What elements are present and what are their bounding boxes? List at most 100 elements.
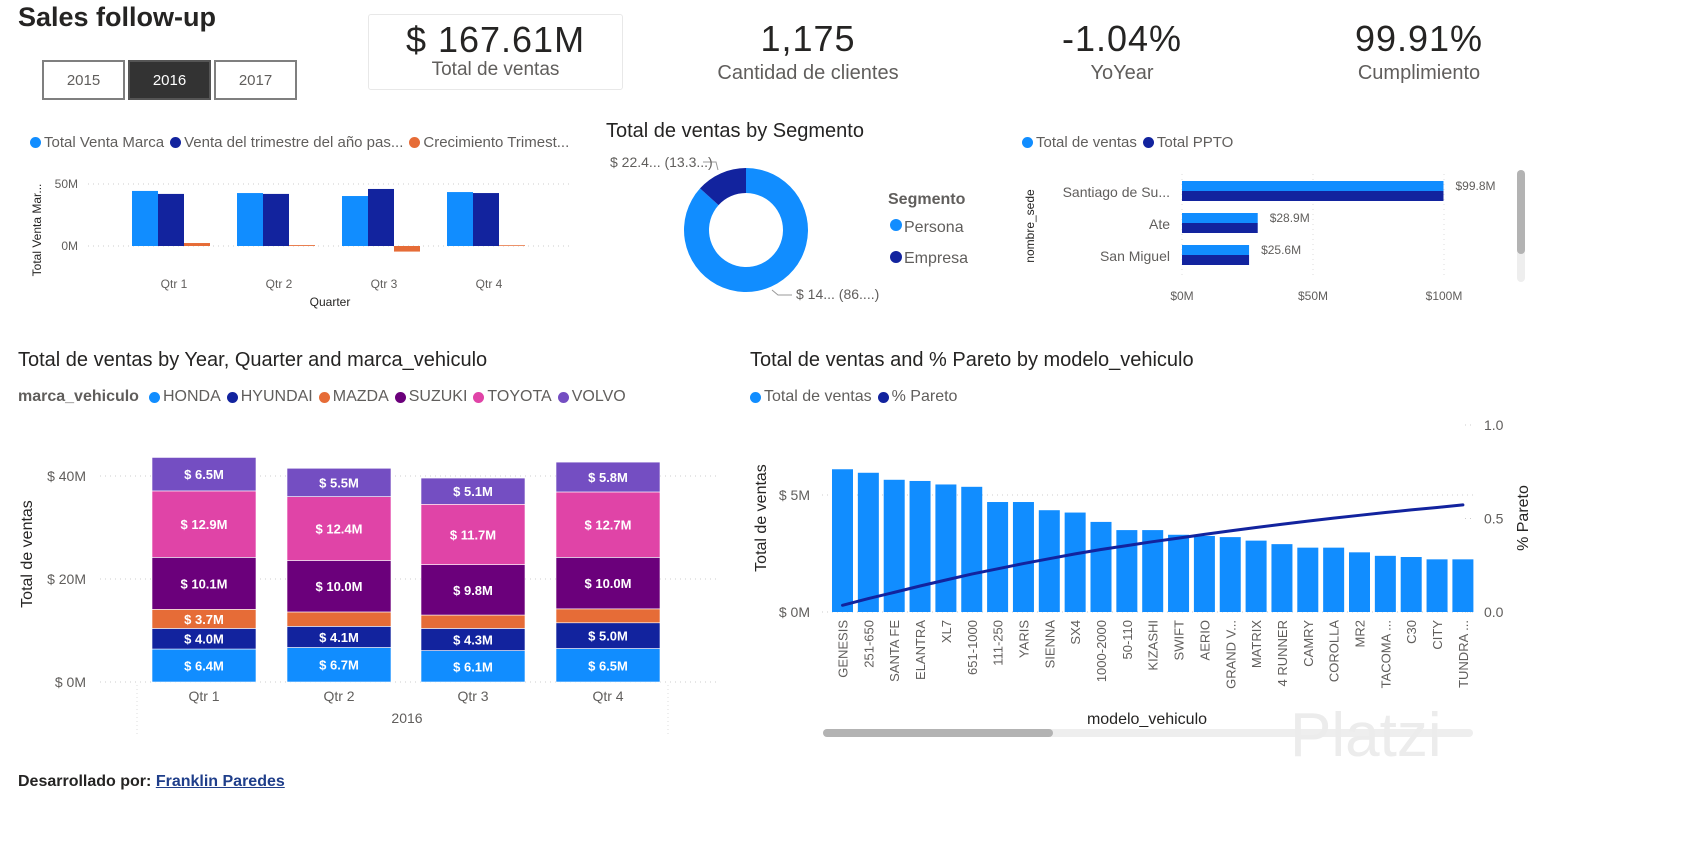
legend-label: SUZUKI (408, 388, 468, 405)
pareto-bar (1168, 534, 1190, 612)
legend-item[interactable]: MAZDA (318, 388, 389, 406)
legend-item[interactable]: % Pareto (877, 388, 957, 406)
legend-dot-icon (170, 137, 182, 148)
x-tick-label: SWIFT (1172, 620, 1187, 660)
x-tick-label: Qtr 2 (266, 277, 293, 291)
x-tick-label: MATRIX (1249, 620, 1264, 668)
x-tick-label: $100M (1426, 289, 1463, 303)
sede-bar-chart: nombre_sede $0M $50M $100M Santiago de Su..… (1023, 170, 1525, 303)
marca-chart-legend: marca_vehiculo HONDA HYUNDAI MAZDA SUZUK… (18, 388, 632, 406)
legend-item[interactable]: Total de ventas (750, 388, 872, 406)
data-label: $ 6.1M (453, 659, 493, 674)
legend-label[interactable]: Persona (904, 219, 964, 236)
x-tick-label: TACOMA ... (1378, 620, 1393, 688)
year-button-2016[interactable]: 2016 (128, 60, 211, 100)
scrollbar-thumb[interactable] (1517, 170, 1525, 254)
segment-donut-chart: $ 22.4... (13.3...) $ 14... (86....) Seg… (610, 154, 968, 302)
quarter-growth-chart: Total Venta Mar... Quarter 0M 50M Qtr 1 Qtr… (30, 177, 570, 309)
stacked-segment-volvo (420, 477, 526, 505)
stacked-segment-honda (555, 648, 661, 683)
author-link[interactable]: Franklin Paredes (155, 773, 285, 790)
x-tick-label: COROLLA (1327, 620, 1342, 682)
legend-item[interactable]: Venta del trimestre del año pas... (170, 134, 403, 151)
stacked-segment-mazda (555, 608, 661, 624)
legend-dot-icon (890, 251, 902, 263)
legend-item[interactable]: HYUNDAI (226, 388, 313, 406)
page-title: Sales follow-up (18, 2, 217, 32)
year-button-2015[interactable]: 2015 (42, 60, 125, 100)
x-tick-label: GENESIS (836, 620, 851, 678)
data-label: $ 12.9M (181, 517, 228, 532)
legend-title: Segmento (888, 191, 966, 208)
data-label: $ 12.4M (316, 522, 363, 537)
legend-label: Total Venta Marca (44, 134, 165, 151)
x-tick-label: KIZASHI (1146, 620, 1161, 671)
x-axis-title: modelo_vehiculo (1087, 711, 1207, 728)
leader-line (703, 161, 719, 171)
leader-line (771, 289, 792, 296)
legend-label[interactable]: Empresa (904, 250, 968, 267)
bar-venta-del-trimestre-del-a-o-pasado (158, 193, 184, 246)
legend-item[interactable]: VOLVO (557, 388, 626, 406)
bar-total-venta-marca (342, 196, 368, 246)
bar-total-ppto (1182, 191, 1444, 201)
x-tick-label: Qtr 4 (592, 688, 623, 704)
stacked-segment-honda (286, 647, 392, 683)
legend-item[interactable]: Total Venta Marca (30, 134, 164, 151)
data-label: $ 6.7M (319, 658, 359, 673)
pareto-bar (1064, 512, 1086, 612)
y-tick-label: $ 0M (779, 604, 810, 620)
stacked-segment-mazda (286, 611, 392, 627)
legend-dot-icon (1142, 137, 1154, 148)
y-axis-title: Total de ventas (19, 500, 36, 608)
y2-axis-title: % Pareto (1515, 485, 1532, 551)
y-tick-label: 0M (61, 239, 78, 253)
legend-dot-icon (318, 391, 330, 403)
bar-venta-del-trimestre-del-a-o-pasado (263, 193, 289, 246)
x-tick-label: 251-650 (861, 620, 876, 668)
x-tick-label: SIENNA (1042, 620, 1057, 669)
legend-item[interactable]: Total PPTO (1142, 134, 1233, 151)
legend-item[interactable]: HONDA (148, 388, 221, 406)
legend-label: Total de ventas (1036, 134, 1137, 151)
bar-total-venta-marca (447, 192, 473, 246)
data-label: $ 12.7M (585, 518, 632, 533)
stacked-segment-mazda (420, 614, 526, 629)
legend-item[interactable]: Total de ventas (1022, 134, 1137, 151)
bar-total-ppto (1182, 255, 1250, 265)
pareto-bar (883, 479, 905, 612)
x-tick-label: CITY (1430, 620, 1445, 650)
x-tick-label: 4 RUNNER (1275, 620, 1290, 686)
bar-crecimiento-trimestral (394, 246, 420, 252)
legend-dot-icon (148, 391, 160, 403)
legend-item[interactable]: TOYOTA (473, 388, 552, 406)
y2-tick-label: 0.0 (1484, 604, 1504, 620)
x-tick-label: 111-250 (991, 620, 1006, 666)
pareto-bar (1245, 540, 1267, 612)
pareto-bar (832, 469, 853, 612)
kpi-label: Cumplimiento (1357, 62, 1481, 84)
legend-dot-icon (1022, 137, 1033, 148)
kpi-label: Total de ventas (431, 59, 560, 80)
x-tick-label: Qtr 3 (371, 277, 398, 291)
legend-dot-icon (890, 219, 902, 231)
x-tick-label: 1000-2000 (1094, 620, 1109, 682)
data-label: $ 4.1M (319, 630, 359, 645)
stacked-segment-volvo (555, 461, 661, 493)
kpi-value: $ 167.61M (405, 19, 586, 60)
x-tick-label: Qtr 1 (188, 688, 219, 704)
scrollbar-thumb[interactable] (823, 729, 1053, 737)
data-label: $25.6M (1261, 243, 1301, 257)
stacked-segment-suzuki (420, 564, 526, 616)
stacked-segment-toyota (286, 496, 392, 561)
x-tick-label: SANTA FE (887, 620, 902, 682)
pareto-bar (1090, 521, 1112, 612)
data-label-persona: $ 14... (86....) (796, 286, 879, 302)
data-label: $ 5.1M (453, 484, 493, 499)
bar-total-venta-marca (132, 190, 158, 246)
legend-item[interactable]: Crecimiento Trimest... (409, 134, 569, 151)
legend-item[interactable]: SUZUKI (394, 388, 468, 406)
year-button-2017[interactable]: 2017 (214, 60, 297, 100)
kpi-label: Cantidad de clientes (717, 62, 899, 84)
data-label: $99.8M (1455, 179, 1495, 193)
